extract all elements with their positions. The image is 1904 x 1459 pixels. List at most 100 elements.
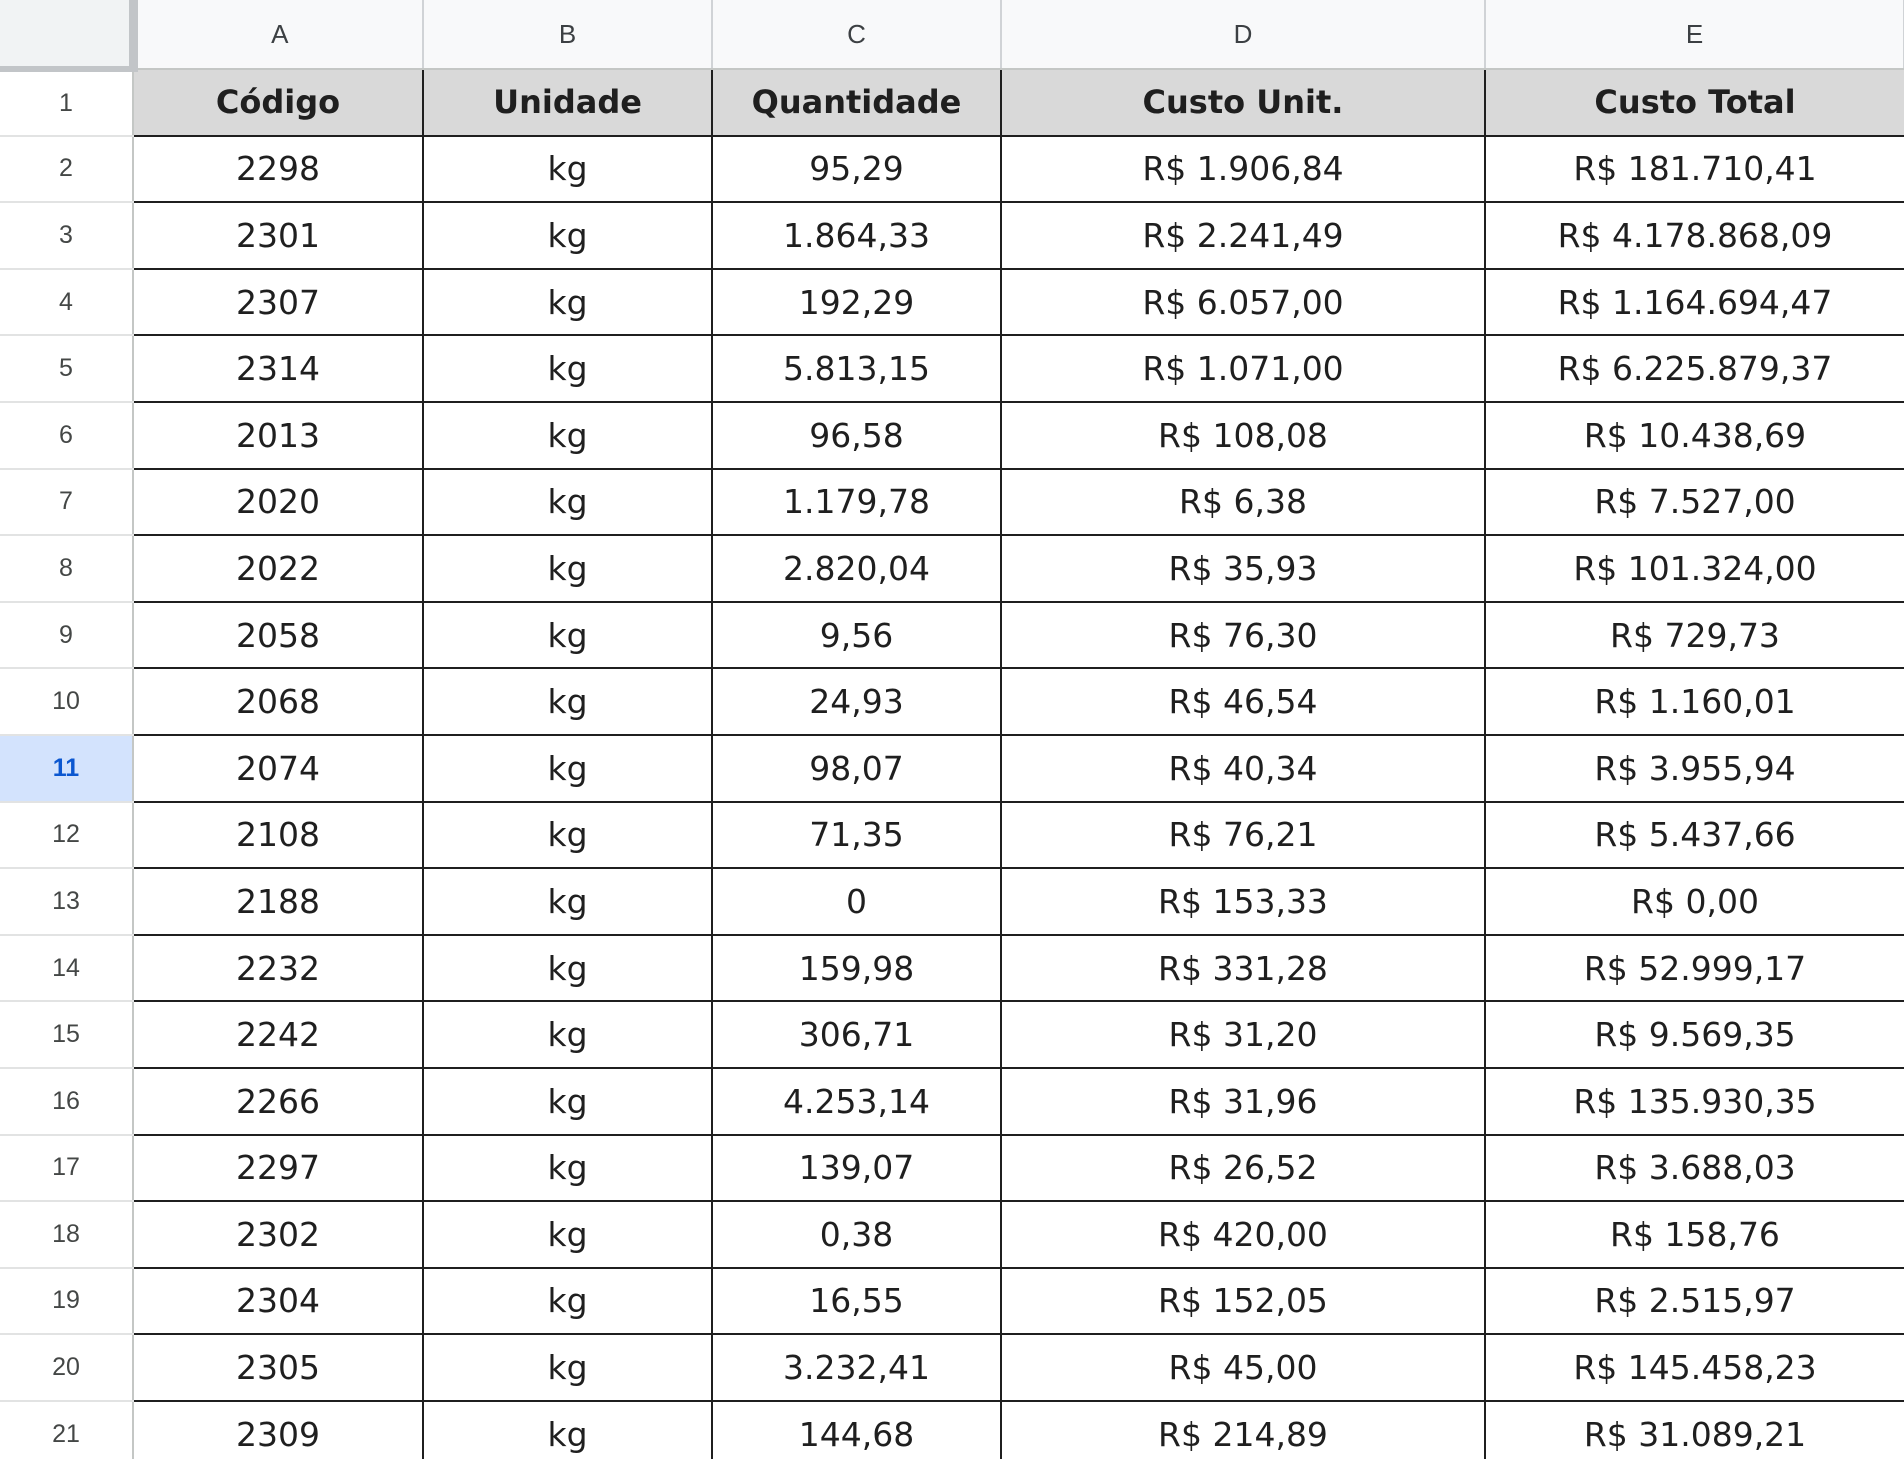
cell-custo-unit[interactable]: R$ 76,21 <box>1001 801 1486 870</box>
cell-custo-unit[interactable]: R$ 108,08 <box>1001 401 1486 470</box>
cell-quantidade[interactable]: 306,71 <box>712 1001 1002 1069</box>
header-cell-custo-unit[interactable]: Custo Unit. <box>1001 69 1486 137</box>
header-cell-quantidade[interactable]: Quantidade <box>712 69 1002 137</box>
cell-custo-unit[interactable]: R$ 31,20 <box>1001 1001 1486 1069</box>
cell-codigo[interactable]: 2022 <box>133 535 424 603</box>
cell-custo-total[interactable]: R$ 3.955,94 <box>1485 734 1904 803</box>
cell-quantidade[interactable]: 1.179,78 <box>712 468 1002 537</box>
cell-codigo[interactable]: 2314 <box>133 335 424 403</box>
cell-custo-unit[interactable]: R$ 6.057,00 <box>1001 268 1486 337</box>
cell-codigo[interactable]: 2305 <box>133 1334 424 1402</box>
cell-quantidade[interactable]: 24,93 <box>712 668 1002 736</box>
row-header-19[interactable]: 19 <box>0 1267 134 1336</box>
cell-codigo[interactable]: 2301 <box>133 202 424 270</box>
cell-custo-total[interactable]: R$ 1.164.694,47 <box>1485 268 1904 337</box>
cell-custo-total[interactable]: R$ 6.225.879,37 <box>1485 335 1904 403</box>
header-cell-custo-total[interactable]: Custo Total <box>1485 69 1904 137</box>
cell-unidade[interactable]: kg <box>423 1001 713 1069</box>
cell-custo-total[interactable]: R$ 729,73 <box>1485 601 1904 670</box>
cell-quantidade[interactable]: 144,68 <box>712 1400 1002 1459</box>
cell-custo-total[interactable]: R$ 9.569,35 <box>1485 1001 1904 1069</box>
cell-unidade[interactable]: kg <box>423 1334 713 1402</box>
cell-unidade[interactable]: kg <box>423 601 713 670</box>
cell-unidade[interactable]: kg <box>423 1067 713 1136</box>
cell-custo-total[interactable]: R$ 2.515,97 <box>1485 1267 1904 1336</box>
cell-quantidade[interactable]: 96,58 <box>712 401 1002 470</box>
cell-unidade[interactable]: kg <box>423 934 713 1003</box>
cell-quantidade[interactable]: 159,98 <box>712 934 1002 1003</box>
cell-quantidade[interactable]: 1.864,33 <box>712 202 1002 270</box>
row-header-14[interactable]: 14 <box>0 934 134 1003</box>
cell-quantidade[interactable]: 5.813,15 <box>712 335 1002 403</box>
column-header-c[interactable]: C <box>712 0 1002 70</box>
cell-codigo[interactable]: 2232 <box>133 934 424 1003</box>
cell-custo-total[interactable]: R$ 135.930,35 <box>1485 1067 1904 1136</box>
cell-custo-total[interactable]: R$ 158,76 <box>1485 1201 1904 1269</box>
cell-codigo[interactable]: 2188 <box>133 868 424 936</box>
cell-custo-total[interactable]: R$ 4.178.868,09 <box>1485 202 1904 270</box>
row-header-5[interactable]: 5 <box>0 335 134 403</box>
cell-codigo[interactable]: 2074 <box>133 734 424 803</box>
cell-custo-unit[interactable]: R$ 6,38 <box>1001 468 1486 537</box>
cell-codigo[interactable]: 2242 <box>133 1001 424 1069</box>
cell-unidade[interactable]: kg <box>423 1267 713 1336</box>
cell-quantidade[interactable]: 98,07 <box>712 734 1002 803</box>
cell-quantidade[interactable]: 192,29 <box>712 268 1002 337</box>
row-header-21[interactable]: 21 <box>0 1400 134 1459</box>
cell-unidade[interactable]: kg <box>423 401 713 470</box>
cell-unidade[interactable]: kg <box>423 335 713 403</box>
cell-codigo[interactable]: 2068 <box>133 668 424 736</box>
cell-unidade[interactable]: kg <box>423 1201 713 1269</box>
cell-quantidade[interactable]: 139,07 <box>712 1134 1002 1203</box>
column-header-b[interactable]: B <box>423 0 713 70</box>
cell-custo-unit[interactable]: R$ 76,30 <box>1001 601 1486 670</box>
cell-unidade[interactable]: kg <box>423 868 713 936</box>
header-cell-codigo[interactable]: Código <box>133 69 424 137</box>
cell-custo-unit[interactable]: R$ 40,34 <box>1001 734 1486 803</box>
row-header-17[interactable]: 17 <box>0 1134 134 1203</box>
cell-custo-total[interactable]: R$ 0,00 <box>1485 868 1904 936</box>
cell-custo-total[interactable]: R$ 3.688,03 <box>1485 1134 1904 1203</box>
row-header-1[interactable]: 1 <box>0 69 134 137</box>
cell-custo-total[interactable]: R$ 5.437,66 <box>1485 801 1904 870</box>
cell-codigo[interactable]: 2266 <box>133 1067 424 1136</box>
row-header-13[interactable]: 13 <box>0 868 134 936</box>
row-header-10[interactable]: 10 <box>0 668 134 736</box>
cell-codigo[interactable]: 2058 <box>133 601 424 670</box>
header-cell-unidade[interactable]: Unidade <box>423 69 713 137</box>
cell-custo-unit[interactable]: R$ 214,89 <box>1001 1400 1486 1459</box>
cell-custo-unit[interactable]: R$ 45,00 <box>1001 1334 1486 1402</box>
cell-quantidade[interactable]: 3.232,41 <box>712 1334 1002 1402</box>
cell-codigo[interactable]: 2304 <box>133 1267 424 1336</box>
cell-custo-total[interactable]: R$ 1.160,01 <box>1485 668 1904 736</box>
cell-custo-total[interactable]: R$ 31.089,21 <box>1485 1400 1904 1459</box>
cell-codigo[interactable]: 2307 <box>133 268 424 337</box>
cell-unidade[interactable]: kg <box>423 801 713 870</box>
cell-codigo[interactable]: 2302 <box>133 1201 424 1269</box>
cell-quantidade[interactable]: 9,56 <box>712 601 1002 670</box>
row-header-15[interactable]: 15 <box>0 1001 134 1069</box>
cell-custo-unit[interactable]: R$ 1.071,00 <box>1001 335 1486 403</box>
cell-custo-total[interactable]: R$ 52.999,17 <box>1485 934 1904 1003</box>
cell-custo-unit[interactable]: R$ 31,96 <box>1001 1067 1486 1136</box>
cell-unidade[interactable]: kg <box>423 535 713 603</box>
cell-unidade[interactable]: kg <box>423 468 713 537</box>
cell-quantidade[interactable]: 2.820,04 <box>712 535 1002 603</box>
cell-quantidade[interactable]: 0 <box>712 868 1002 936</box>
cell-custo-total[interactable]: R$ 7.527,00 <box>1485 468 1904 537</box>
cell-custo-total[interactable]: R$ 181.710,41 <box>1485 135 1904 204</box>
row-header-7[interactable]: 7 <box>0 468 134 537</box>
cell-unidade[interactable]: kg <box>423 734 713 803</box>
cell-quantidade[interactable]: 16,55 <box>712 1267 1002 1336</box>
cell-codigo[interactable]: 2108 <box>133 801 424 870</box>
cell-codigo[interactable]: 2309 <box>133 1400 424 1459</box>
row-header-18[interactable]: 18 <box>0 1201 134 1269</box>
cell-unidade[interactable]: kg <box>423 1134 713 1203</box>
row-header-8[interactable]: 8 <box>0 535 134 603</box>
row-header-2[interactable]: 2 <box>0 135 134 204</box>
row-header-11[interactable]: 11 <box>0 734 134 803</box>
cell-codigo[interactable]: 2298 <box>133 135 424 204</box>
cell-custo-unit[interactable]: R$ 26,52 <box>1001 1134 1486 1203</box>
row-header-20[interactable]: 20 <box>0 1334 134 1402</box>
cell-quantidade[interactable]: 71,35 <box>712 801 1002 870</box>
